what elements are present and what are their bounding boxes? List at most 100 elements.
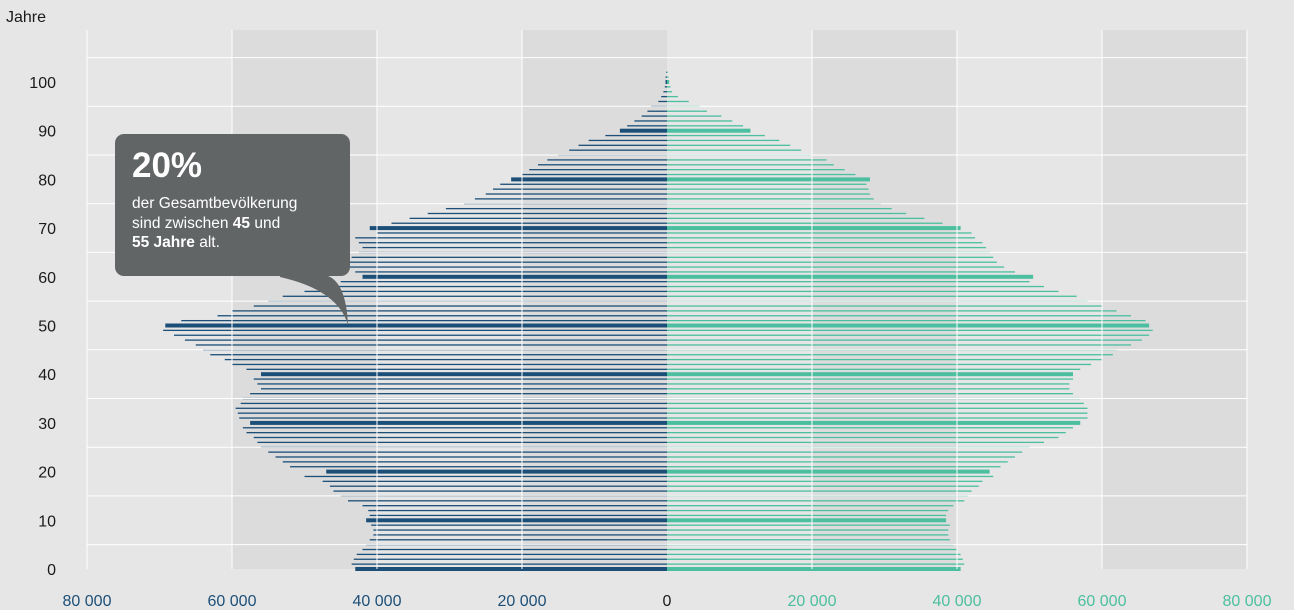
bar-right (667, 490, 972, 492)
callout-pointer (280, 275, 348, 325)
bar-left (666, 71, 667, 73)
annotation-line1: der Gesamtbevölkerung (132, 195, 298, 212)
annotation-line2c: und (250, 214, 281, 232)
bar-left (500, 183, 667, 185)
bar-right (667, 115, 722, 117)
bar-left (326, 285, 667, 288)
bar-left (627, 125, 668, 127)
bar-right (667, 567, 961, 571)
bar-left (217, 315, 667, 317)
bar-left (619, 128, 668, 133)
bar-left (351, 256, 668, 258)
bar-right (667, 198, 874, 200)
bar-right (667, 344, 1131, 346)
bar-left (427, 212, 667, 215)
x-tick-label-left: 20 000 (498, 593, 547, 610)
bar-left (261, 372, 667, 377)
bar-left (232, 310, 667, 312)
bar-left (340, 281, 667, 283)
bar-left (261, 388, 667, 390)
bar-right (667, 177, 870, 182)
bar-right (667, 417, 1088, 419)
y-tick-label: 10 (38, 513, 56, 530)
bar-right (667, 95, 678, 98)
bar-left (493, 188, 667, 190)
bar-right (667, 475, 994, 478)
bar-left (661, 95, 667, 98)
bar-left (250, 420, 668, 425)
bar-right (667, 274, 1034, 279)
annotation-text: der Gesamtbevölkerung sind zwischen 45 u… (132, 194, 334, 253)
bar-left (290, 466, 667, 468)
axis-labels: Jahre 0 10 20 30 40 50 60 70 80 90 100 80 000 60 000 4… (6, 9, 1272, 610)
bar-left (282, 461, 667, 463)
bar-right (667, 329, 1153, 332)
annotation-line3a: 55 Jahre (132, 234, 195, 251)
bar-left (304, 475, 667, 478)
bar-right (667, 524, 950, 526)
bar-left (257, 383, 668, 385)
bar-left (322, 480, 668, 482)
bar-right (667, 539, 950, 541)
bar-right (667, 295, 1077, 297)
bar-left (163, 329, 668, 332)
bar-left (578, 144, 667, 146)
bar-right (667, 91, 673, 93)
bar-right (667, 125, 744, 127)
bar-right (667, 500, 965, 502)
annotation-line2b: 45 (232, 214, 251, 232)
bar-right (667, 427, 1073, 429)
bar-left (366, 518, 668, 523)
bar-right (667, 188, 869, 190)
bar-right (667, 534, 949, 536)
y-tick-label: 20 (38, 465, 56, 482)
x-tick-label-right: 20 000 (788, 593, 837, 610)
bar-right (667, 212, 907, 215)
bar-left (369, 514, 667, 517)
bar-left (373, 534, 668, 536)
bar-right (667, 505, 954, 507)
bar-right (667, 242, 983, 244)
bar-left (246, 431, 667, 434)
bar-right (667, 514, 947, 517)
annotation-callout: 20% der Gesamtbevölkerung sind zwischen … (115, 134, 350, 276)
bar-right (667, 232, 972, 234)
bar-right (667, 237, 976, 239)
bar-right (667, 290, 1059, 293)
x-tick-label-right: 80 000 (1223, 593, 1272, 610)
bar-right (667, 246, 986, 249)
y-tick-label: 90 (38, 124, 56, 141)
bar-left (588, 139, 667, 142)
y-tick-label: 40 (38, 367, 56, 384)
annotation-line3b: alt. (194, 234, 220, 251)
bar-left (165, 323, 668, 328)
x-tick-label-left: 80 000 (63, 593, 112, 610)
bar-right (667, 80, 670, 84)
bar-left (351, 563, 668, 565)
bar-right (667, 407, 1088, 409)
bar-left (647, 110, 667, 112)
bar-left (210, 354, 667, 356)
y-tick-label: 100 (29, 75, 56, 92)
bar-right (667, 558, 963, 560)
bar-left (658, 100, 667, 103)
bar-left (253, 305, 667, 307)
y-tick-label: 30 (38, 416, 56, 433)
y-tick-label: 0 (47, 562, 56, 579)
y-tick-label: 70 (38, 221, 56, 238)
bar-left (326, 469, 667, 474)
bar-left (358, 242, 668, 244)
bar-right (667, 529, 949, 531)
bar-right (667, 100, 689, 103)
x-tick-label-zero: 0 (663, 593, 672, 610)
bar-left (240, 402, 667, 405)
bar-right (667, 469, 990, 474)
bar-right (667, 193, 870, 195)
bar-right (667, 553, 961, 556)
bar-left (253, 378, 667, 380)
bar-left (174, 334, 667, 336)
bar-right (667, 402, 1084, 405)
background-bands (87, 30, 1247, 569)
annotation-percent: 20% (132, 146, 203, 185)
bar-left (237, 412, 668, 414)
